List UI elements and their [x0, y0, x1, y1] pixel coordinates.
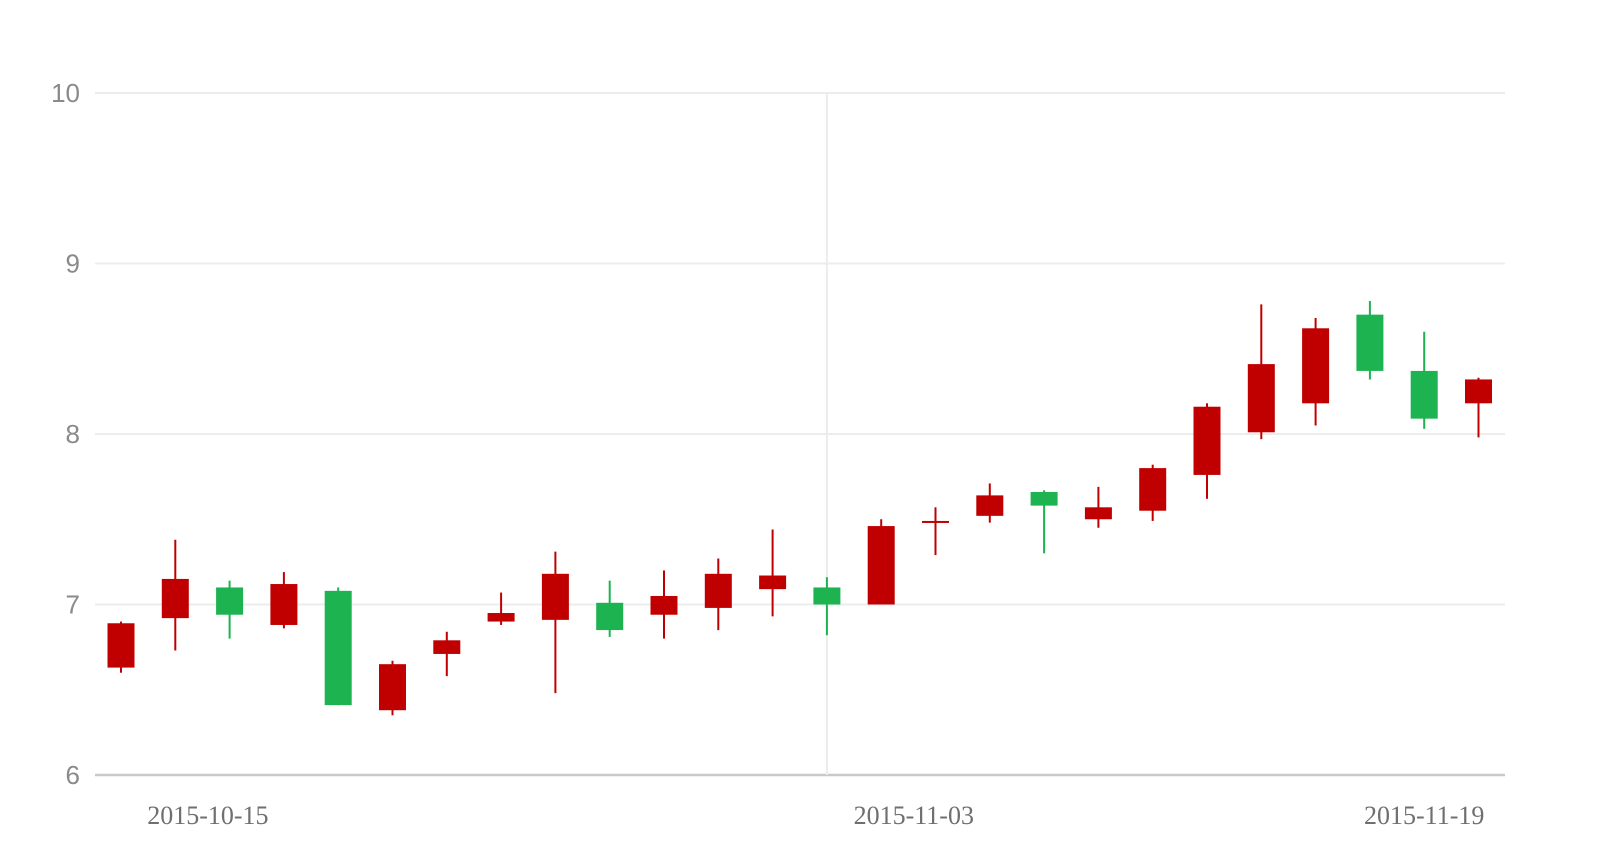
y-tick-label: 7: [66, 590, 80, 620]
candle-body: [650, 595, 678, 615]
candle-body: [1247, 364, 1275, 433]
candle: [324, 587, 352, 706]
candle-body: [976, 495, 1004, 516]
candle-body: [379, 664, 406, 711]
candle-body: [922, 520, 949, 523]
candle-body: [1139, 468, 1167, 511]
candle-body: [270, 584, 298, 625]
y-tick-label: 9: [66, 249, 80, 279]
candle-body: [216, 587, 244, 615]
candle-body: [1410, 370, 1438, 419]
candle-body: [433, 640, 461, 654]
candle: [1465, 377, 1492, 438]
candle-body: [1030, 491, 1058, 506]
candle: [161, 539, 189, 651]
candle-body: [324, 590, 352, 706]
candle: [107, 621, 135, 673]
candle: [216, 580, 244, 639]
candle-body: [1465, 379, 1492, 404]
axis-layer: 6 7 8 9 10 2015-10-15 2015-11-03 2015-11…: [51, 78, 1484, 830]
candle-body: [867, 526, 895, 605]
candle-body: [541, 573, 569, 620]
candle: [270, 572, 298, 629]
candle: [922, 507, 949, 556]
x-tick-label: 2015-11-19: [1364, 801, 1484, 830]
candle: [813, 577, 841, 636]
candle: [650, 570, 678, 639]
candle-body: [487, 613, 515, 622]
y-tick-label: 8: [66, 419, 80, 449]
candle: [976, 483, 1004, 523]
candle: [1356, 301, 1384, 380]
candle: [1193, 403, 1221, 499]
candle: [487, 592, 515, 625]
candle: [1084, 486, 1112, 528]
candle: [1139, 464, 1167, 521]
grid-layer: [95, 92, 1505, 777]
candle-body: [759, 575, 787, 590]
candle-body: [161, 578, 189, 619]
candle-body: [813, 587, 841, 605]
candle-body: [1356, 314, 1384, 371]
y-tick-label: 10: [51, 78, 80, 108]
candle: [433, 631, 461, 677]
candle-body: [1193, 406, 1221, 475]
candle: [1030, 490, 1058, 554]
candle-body: [596, 602, 624, 631]
x-tick-label: 2015-10-15: [147, 801, 268, 830]
candle-body: [107, 623, 135, 668]
candle: [596, 580, 624, 637]
candle: [541, 551, 569, 694]
candle: [867, 519, 895, 605]
candle-body: [1084, 507, 1112, 520]
candle-body: [704, 573, 732, 608]
candle: [1302, 318, 1330, 426]
candle-body: [1302, 328, 1330, 404]
x-tick-label: 2015-11-03: [854, 801, 974, 830]
candle: [1410, 331, 1438, 429]
candle: [1247, 304, 1275, 440]
candle: [759, 529, 787, 617]
candle: [704, 558, 732, 631]
candle-layer: [107, 301, 1492, 716]
y-tick-label: 6: [66, 760, 80, 790]
candle: [379, 660, 406, 716]
